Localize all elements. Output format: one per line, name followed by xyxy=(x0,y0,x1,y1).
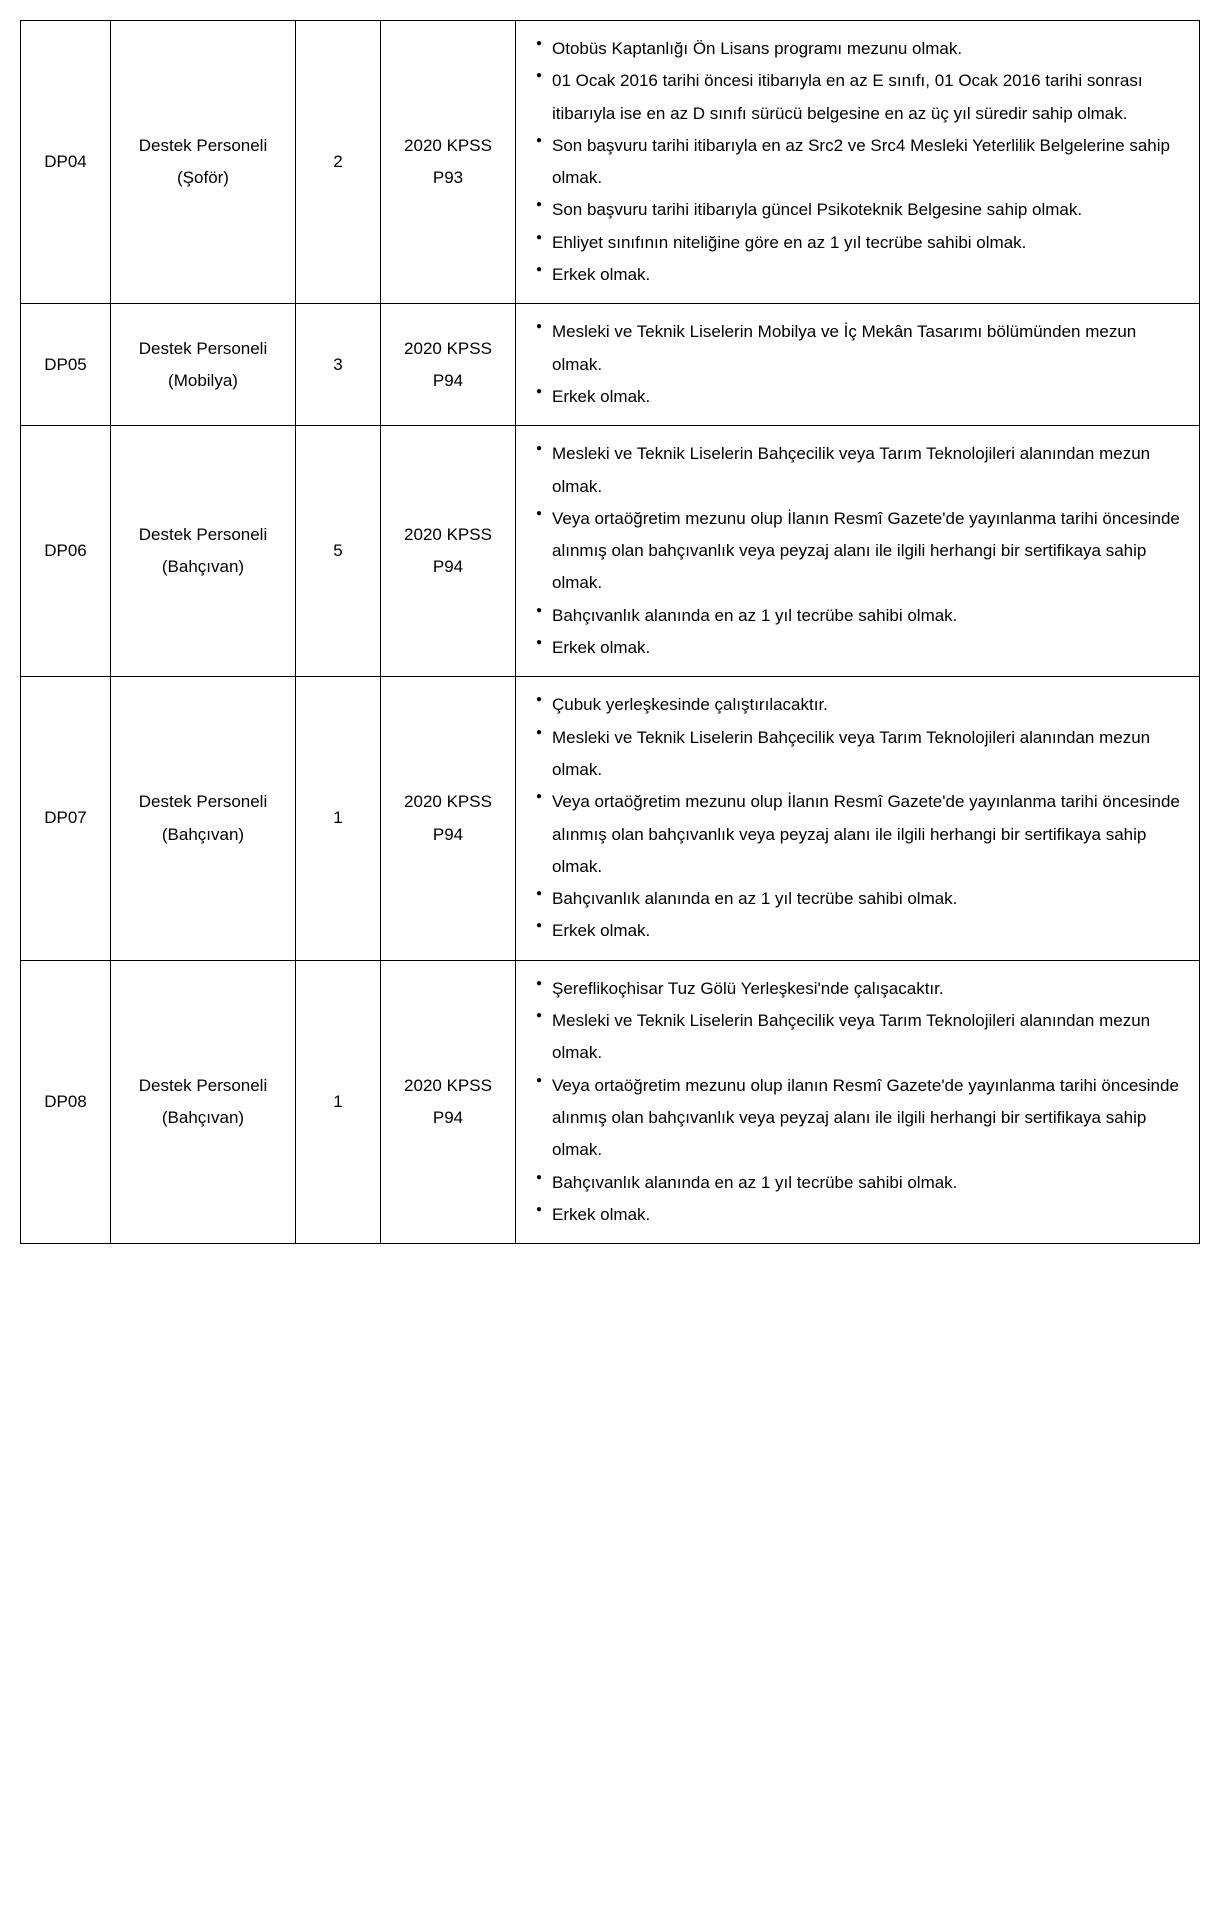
requirement-item: Otobüs Kaptanlığı Ön Lisans programı mez… xyxy=(530,33,1185,65)
requirements-list: Şereflikoçhisar Tuz Gölü Yerleşkesi'nde … xyxy=(530,973,1185,1231)
cell-code: DP07 xyxy=(21,677,111,960)
requirement-item: Şereflikoçhisar Tuz Gölü Yerleşkesi'nde … xyxy=(530,973,1185,1005)
requirement-item: Erkek olmak. xyxy=(530,915,1185,947)
requirement-item: Çubuk yerleşkesinde çalıştırılacaktır. xyxy=(530,689,1185,721)
cell-count: 3 xyxy=(296,304,381,426)
requirements-list: Mesleki ve Teknik Liselerin Mobilya ve İ… xyxy=(530,316,1185,413)
table-row: DP04Destek Personeli (Şoför)22020 KPSS P… xyxy=(21,21,1200,304)
table-row: DP05Destek Personeli (Mobilya)32020 KPSS… xyxy=(21,304,1200,426)
cell-count: 5 xyxy=(296,426,381,677)
cell-count: 1 xyxy=(296,677,381,960)
cell-exam: 2020 KPSS P94 xyxy=(381,677,516,960)
cell-requirements: Mesleki ve Teknik Liselerin Mobilya ve İ… xyxy=(516,304,1200,426)
requirement-item: 01 Ocak 2016 tarihi öncesi itibarıyla en… xyxy=(530,65,1185,130)
cell-code: DP08 xyxy=(21,960,111,1243)
cell-requirements: Çubuk yerleşkesinde çalıştırılacaktır.Me… xyxy=(516,677,1200,960)
requirement-item: Mesleki ve Teknik Liselerin Mobilya ve İ… xyxy=(530,316,1185,381)
requirement-item: Veya ortaöğretim mezunu olup İlanın Resm… xyxy=(530,786,1185,883)
cell-requirements: Otobüs Kaptanlığı Ön Lisans programı mez… xyxy=(516,21,1200,304)
cell-exam: 2020 KPSS P93 xyxy=(381,21,516,304)
cell-title: Destek Personeli (Şoför) xyxy=(111,21,296,304)
cell-exam: 2020 KPSS P94 xyxy=(381,426,516,677)
cell-requirements: Mesleki ve Teknik Liselerin Bahçecilik v… xyxy=(516,426,1200,677)
requirements-list: Mesleki ve Teknik Liselerin Bahçecilik v… xyxy=(530,438,1185,664)
cell-exam: 2020 KPSS P94 xyxy=(381,960,516,1243)
requirement-item: Son başvuru tarihi itibarıyla güncel Psi… xyxy=(530,194,1185,226)
requirement-item: Bahçıvanlık alanında en az 1 yıl tecrübe… xyxy=(530,883,1185,915)
requirement-item: Mesleki ve Teknik Liselerin Bahçecilik v… xyxy=(530,1005,1185,1070)
requirement-item: Erkek olmak. xyxy=(530,632,1185,664)
requirements-list: Çubuk yerleşkesinde çalıştırılacaktır.Me… xyxy=(530,689,1185,947)
table-row: DP07Destek Personeli (Bahçıvan)12020 KPS… xyxy=(21,677,1200,960)
cell-code: DP06 xyxy=(21,426,111,677)
table-body: DP04Destek Personeli (Şoför)22020 KPSS P… xyxy=(21,21,1200,1244)
cell-code: DP04 xyxy=(21,21,111,304)
requirement-item: Bahçıvanlık alanında en az 1 yıl tecrübe… xyxy=(530,600,1185,632)
cell-count: 1 xyxy=(296,960,381,1243)
requirement-item: Mesleki ve Teknik Liselerin Bahçecilik v… xyxy=(530,438,1185,503)
cell-title: Destek Personeli (Bahçıvan) xyxy=(111,426,296,677)
table-row: DP06Destek Personeli (Bahçıvan)52020 KPS… xyxy=(21,426,1200,677)
cell-code: DP05 xyxy=(21,304,111,426)
requirement-item: Ehliyet sınıfının niteliğine göre en az … xyxy=(530,227,1185,259)
cell-title: Destek Personeli (Bahçıvan) xyxy=(111,677,296,960)
requirement-item: Erkek olmak. xyxy=(530,381,1185,413)
cell-exam: 2020 KPSS P94 xyxy=(381,304,516,426)
cell-count: 2 xyxy=(296,21,381,304)
cell-title: Destek Personeli (Bahçıvan) xyxy=(111,960,296,1243)
cell-requirements: Şereflikoçhisar Tuz Gölü Yerleşkesi'nde … xyxy=(516,960,1200,1243)
requirement-item: Veya ortaöğretim mezunu olup ilanın Resm… xyxy=(530,1070,1185,1167)
table-row: DP08Destek Personeli (Bahçıvan)12020 KPS… xyxy=(21,960,1200,1243)
requirement-item: Erkek olmak. xyxy=(530,259,1185,291)
positions-table: DP04Destek Personeli (Şoför)22020 KPSS P… xyxy=(20,20,1200,1244)
requirement-item: Son başvuru tarihi itibarıyla en az Src2… xyxy=(530,130,1185,195)
requirement-item: Bahçıvanlık alanında en az 1 yıl tecrübe… xyxy=(530,1167,1185,1199)
requirement-item: Erkek olmak. xyxy=(530,1199,1185,1231)
requirements-list: Otobüs Kaptanlığı Ön Lisans programı mez… xyxy=(530,33,1185,291)
requirement-item: Veya ortaöğretim mezunu olup İlanın Resm… xyxy=(530,503,1185,600)
cell-title: Destek Personeli (Mobilya) xyxy=(111,304,296,426)
requirement-item: Mesleki ve Teknik Liselerin Bahçecilik v… xyxy=(530,722,1185,787)
